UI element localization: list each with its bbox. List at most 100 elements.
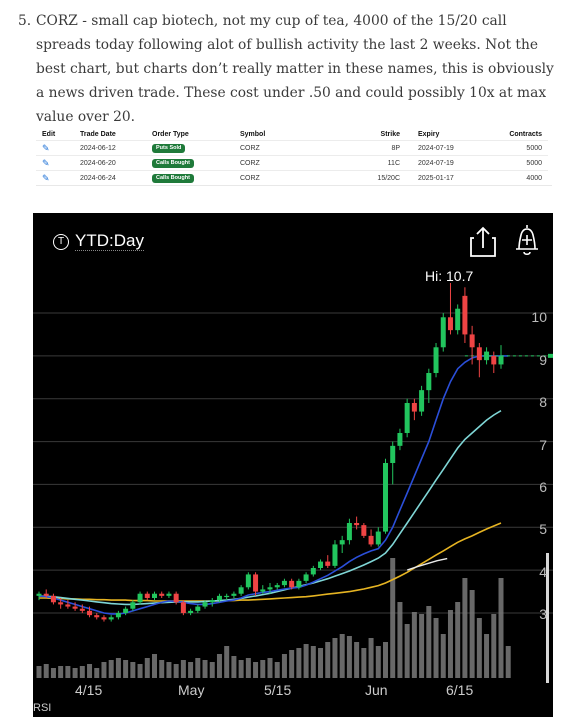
candle-body [440, 317, 446, 348]
cell-contracts: 5000 [488, 140, 548, 156]
candle-body [303, 574, 309, 581]
volume-bar [195, 658, 201, 678]
volume-bar [469, 590, 475, 678]
y-tick-label: 9 [539, 352, 547, 368]
y-tick-label: 6 [539, 479, 547, 495]
volume-bar [318, 648, 324, 678]
volume-bar [339, 634, 345, 678]
pencil-icon[interactable]: ✎ [42, 157, 50, 168]
x-tick-label: 6/15 [446, 682, 474, 698]
volume-bar [440, 634, 446, 678]
volume-bar [404, 624, 410, 678]
candle-body [332, 544, 338, 566]
candle-body [123, 608, 129, 613]
cell-symbol: CORZ [240, 155, 360, 171]
volume-bar [484, 634, 490, 678]
candle-body [476, 347, 482, 361]
candle-body [289, 580, 295, 588]
cell-symbol: CORZ [240, 140, 360, 156]
table-header-row: Edit Trade Date Order Type Symbol Strike… [36, 128, 548, 141]
trades-table: Edit Trade Date Order Type Symbol Strike… [36, 128, 548, 185]
candle-body [159, 593, 165, 596]
x-tick-label: 4/15 [75, 682, 103, 698]
volume-bar [455, 602, 461, 678]
volume-bar [216, 654, 222, 678]
period-selector[interactable]: T YTD:Day [53, 231, 144, 251]
list-number: 5. [18, 13, 32, 29]
pencil-icon[interactable]: ✎ [42, 142, 50, 153]
order-type-badge: Calls Bought [152, 158, 194, 168]
volume-bar [152, 654, 157, 678]
volume-bar [303, 644, 309, 678]
volume-bar [253, 662, 259, 678]
y-tick-label: 3 [539, 606, 547, 622]
volume-bar [281, 654, 287, 678]
table-bottom-divider [36, 185, 552, 186]
candle-body [296, 580, 302, 588]
header-strike: Strike [380, 130, 400, 138]
table-row: ✎ 2024-06-24 Calls Bought CORZ 15/20C 20… [36, 170, 548, 185]
candle-body [224, 595, 230, 598]
period-label: YTD:Day [75, 231, 144, 251]
chart-plot-area[interactable] [33, 213, 553, 717]
header-contracts: Contracts [509, 130, 542, 138]
candle-body [498, 355, 504, 365]
table-row: ✎ 2024-06-20 Calls Bought CORZ 11C 2024-… [36, 155, 548, 171]
header-expiry: Expiry [418, 130, 440, 138]
bell-plus-icon[interactable] [513, 223, 541, 257]
candle-body [50, 595, 56, 603]
candle-body [253, 574, 259, 592]
volume-bar [137, 664, 143, 678]
volume-bar [354, 642, 360, 678]
y-tick-label: 5 [539, 521, 547, 537]
candle-body [245, 574, 251, 588]
volume-bar [159, 660, 165, 678]
pencil-icon[interactable]: ✎ [42, 172, 50, 183]
candle-body [36, 593, 42, 596]
candle-body [462, 295, 468, 335]
cell-symbol: CORZ [240, 170, 360, 185]
share-icon[interactable] [470, 226, 496, 258]
candle-body [180, 602, 186, 613]
volume-bar [411, 612, 417, 678]
candle-body [152, 593, 157, 598]
volume-bar [209, 662, 215, 678]
volume-bar [58, 666, 64, 678]
volume-bar [505, 646, 511, 678]
volume-bar [375, 646, 381, 678]
volume-bar [361, 648, 367, 678]
volume-bar [346, 636, 352, 678]
volume-bar [267, 658, 273, 678]
stock-chart[interactable]: T YTD:Day Hi: 10.7 10 9 8 7 6 5 4 3 4/15 … [33, 213, 553, 717]
candle-body [375, 531, 381, 545]
candle-body [274, 585, 280, 588]
volume-bar [296, 648, 302, 678]
volume-bar [397, 602, 403, 678]
y-tick-label: 4 [539, 564, 547, 580]
candle-body [137, 593, 143, 603]
volume-bar [419, 614, 425, 678]
y-tick-label: 8 [539, 394, 547, 410]
cell-trade-date: 2024-06-24 [80, 170, 152, 185]
volume-bar [43, 664, 49, 678]
candle-body [87, 610, 93, 616]
candle-body [354, 523, 360, 526]
cell-expiry: 2024-07-19 [418, 155, 488, 171]
candle-body [260, 589, 266, 592]
volume-bar [144, 658, 150, 678]
cell-contracts: 5000 [488, 155, 548, 171]
candle-body [419, 390, 425, 412]
last-price-marker [548, 353, 553, 358]
cell-strike: 15/20C [360, 170, 418, 185]
cell-expiry: 2024-07-19 [418, 140, 488, 156]
ma-extra-line [406, 557, 448, 571]
cell-strike: 11C [360, 155, 418, 171]
candle-body [65, 604, 71, 607]
volume-bar [368, 638, 374, 678]
cell-contracts: 4000 [488, 170, 548, 185]
ma-mid-line [38, 410, 502, 606]
candle-body [238, 587, 244, 594]
cell-strike: 8P [360, 140, 418, 156]
volume-bar [491, 614, 497, 678]
volume-bar [498, 578, 504, 678]
